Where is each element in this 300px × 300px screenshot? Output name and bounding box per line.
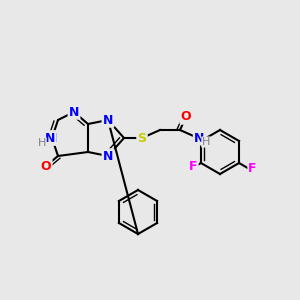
Text: O: O: [41, 160, 51, 172]
Text: H: H: [38, 138, 46, 148]
Text: N: N: [194, 131, 204, 145]
Text: F: F: [248, 162, 257, 175]
Text: H: H: [202, 137, 210, 147]
Text: S: S: [137, 131, 146, 145]
Text: N: N: [45, 131, 55, 145]
Text: N: N: [103, 149, 113, 163]
Text: F: F: [189, 160, 198, 173]
Text: N: N: [103, 113, 113, 127]
Text: O: O: [181, 110, 191, 124]
Text: N: N: [47, 131, 57, 145]
Text: N: N: [69, 106, 79, 118]
